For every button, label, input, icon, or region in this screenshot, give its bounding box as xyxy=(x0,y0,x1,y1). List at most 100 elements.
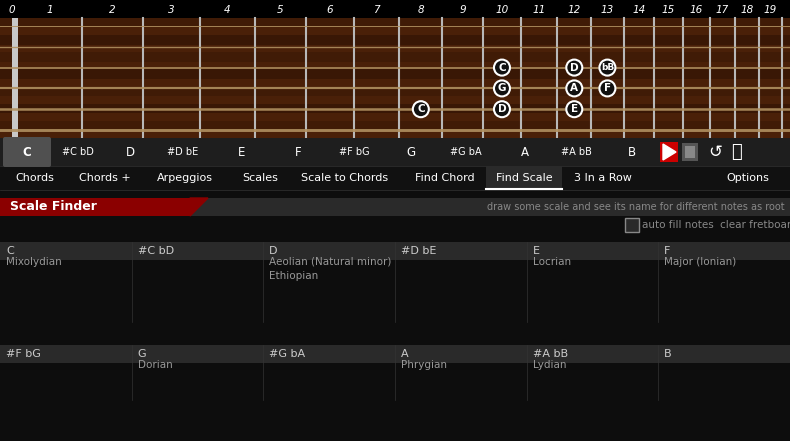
Text: 12: 12 xyxy=(568,5,581,15)
Text: E: E xyxy=(239,146,246,158)
Text: F: F xyxy=(604,83,611,93)
FancyBboxPatch shape xyxy=(0,198,790,216)
Circle shape xyxy=(494,101,510,117)
FancyBboxPatch shape xyxy=(0,190,790,441)
FancyBboxPatch shape xyxy=(0,69,790,79)
Text: 9: 9 xyxy=(459,5,466,15)
Text: #C bD: #C bD xyxy=(62,147,94,157)
Circle shape xyxy=(566,60,582,75)
Text: E: E xyxy=(532,246,540,256)
Text: Options: Options xyxy=(727,173,769,183)
Text: C: C xyxy=(23,146,32,158)
Text: Scale to Chords: Scale to Chords xyxy=(302,173,389,183)
FancyBboxPatch shape xyxy=(12,18,18,138)
Circle shape xyxy=(566,80,582,97)
Text: 15: 15 xyxy=(661,5,675,15)
Text: ⌕: ⌕ xyxy=(731,143,741,161)
Text: 3: 3 xyxy=(168,5,175,15)
FancyBboxPatch shape xyxy=(660,142,678,162)
Text: 8: 8 xyxy=(418,5,424,15)
Text: 19: 19 xyxy=(764,5,777,15)
Text: Chords +: Chords + xyxy=(79,173,131,183)
Text: bB: bB xyxy=(600,63,614,72)
Text: Find Chord: Find Chord xyxy=(416,173,475,183)
Text: A: A xyxy=(570,83,578,93)
Text: D: D xyxy=(498,104,506,114)
Text: #F bG: #F bG xyxy=(6,349,41,359)
Text: C: C xyxy=(498,63,506,73)
Circle shape xyxy=(600,80,615,97)
Text: clear fretboard: clear fretboard xyxy=(720,220,790,230)
Text: Scales: Scales xyxy=(242,173,278,183)
Circle shape xyxy=(494,80,510,97)
FancyBboxPatch shape xyxy=(0,18,790,138)
FancyBboxPatch shape xyxy=(0,242,790,260)
Text: 5: 5 xyxy=(276,5,284,15)
FancyBboxPatch shape xyxy=(0,198,190,216)
Text: Aeolian (Natural minor): Aeolian (Natural minor) xyxy=(269,257,392,267)
Text: Mixolydian: Mixolydian xyxy=(6,257,62,267)
Text: ↺: ↺ xyxy=(708,143,722,161)
FancyBboxPatch shape xyxy=(3,137,51,167)
Text: C: C xyxy=(417,104,425,114)
Text: Phrygian: Phrygian xyxy=(401,360,447,370)
Text: 0: 0 xyxy=(9,5,15,15)
Text: #F bG: #F bG xyxy=(339,147,369,157)
Text: 1: 1 xyxy=(47,5,54,15)
FancyBboxPatch shape xyxy=(0,121,790,130)
Text: Dorian: Dorian xyxy=(137,360,172,370)
Text: 17: 17 xyxy=(716,5,729,15)
Text: B: B xyxy=(628,146,636,158)
Polygon shape xyxy=(190,198,208,216)
Text: B: B xyxy=(664,349,672,359)
FancyBboxPatch shape xyxy=(0,35,790,45)
Text: 7: 7 xyxy=(374,5,380,15)
Text: auto fill notes: auto fill notes xyxy=(642,220,713,230)
Text: #G bA: #G bA xyxy=(450,147,482,157)
Text: 3 In a Row: 3 In a Row xyxy=(574,173,632,183)
Text: Arpeggios: Arpeggios xyxy=(157,173,213,183)
Text: E: E xyxy=(570,104,577,114)
FancyBboxPatch shape xyxy=(0,345,790,363)
Text: #A bB: #A bB xyxy=(561,147,592,157)
Text: 10: 10 xyxy=(495,5,509,15)
Text: 16: 16 xyxy=(690,5,702,15)
Text: #D bE: #D bE xyxy=(401,246,436,256)
Text: #A bB: #A bB xyxy=(532,349,568,359)
Text: 13: 13 xyxy=(600,5,614,15)
Text: G: G xyxy=(498,83,506,93)
Text: 2: 2 xyxy=(110,5,116,15)
Text: 11: 11 xyxy=(532,5,546,15)
Circle shape xyxy=(600,60,615,75)
FancyBboxPatch shape xyxy=(0,104,790,113)
Text: D: D xyxy=(269,246,278,256)
Text: 14: 14 xyxy=(632,5,645,15)
Text: F: F xyxy=(664,246,671,256)
Text: C: C xyxy=(6,246,13,256)
Text: G: G xyxy=(406,146,416,158)
Text: #C bD: #C bD xyxy=(137,246,174,256)
Text: Lydian: Lydian xyxy=(532,360,566,370)
FancyBboxPatch shape xyxy=(685,146,695,158)
Text: Chords: Chords xyxy=(16,173,55,183)
Text: draw some scale and see its name for different notes as root: draw some scale and see its name for dif… xyxy=(487,202,785,212)
Circle shape xyxy=(413,101,429,117)
Text: D: D xyxy=(570,63,578,73)
FancyBboxPatch shape xyxy=(0,138,790,166)
Text: #D bE: #D bE xyxy=(167,147,198,157)
Text: G: G xyxy=(137,349,146,359)
FancyBboxPatch shape xyxy=(682,143,698,161)
Text: 6: 6 xyxy=(326,5,333,15)
Text: D: D xyxy=(126,146,134,158)
Text: A: A xyxy=(521,146,529,158)
Text: Scale Finder: Scale Finder xyxy=(10,201,97,213)
FancyBboxPatch shape xyxy=(0,18,790,27)
Text: A: A xyxy=(401,349,408,359)
Text: 18: 18 xyxy=(740,5,754,15)
FancyBboxPatch shape xyxy=(486,166,562,190)
Text: Find Scale: Find Scale xyxy=(495,173,552,183)
Text: 4: 4 xyxy=(224,5,231,15)
Circle shape xyxy=(566,101,582,117)
Polygon shape xyxy=(663,144,676,160)
Circle shape xyxy=(494,60,510,75)
